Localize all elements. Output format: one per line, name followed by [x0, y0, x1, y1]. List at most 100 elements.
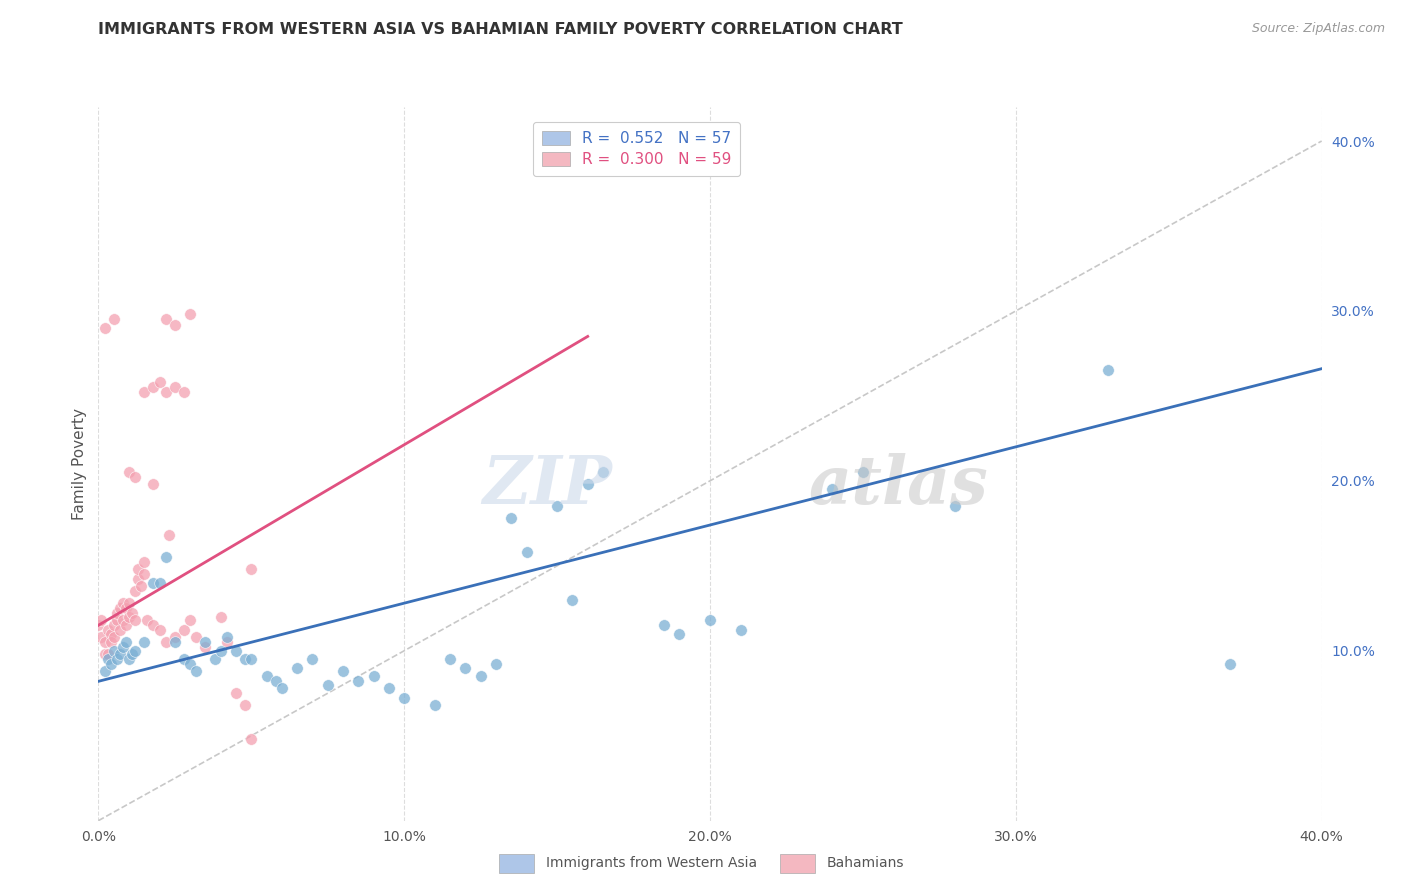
Point [103, 312, 125, 326]
Text: Source: ZipAtlas.com: Source: ZipAtlas.com [1251, 22, 1385, 36]
Text: Immigrants from Western Asia: Immigrants from Western Asia [546, 856, 756, 871]
Point [546, 500, 568, 514]
Point [111, 596, 134, 610]
Point [516, 545, 538, 559]
Point [149, 376, 172, 390]
Point [93, 647, 115, 661]
Point [142, 380, 165, 394]
Point [149, 624, 172, 638]
Point [121, 647, 143, 661]
Point [392, 691, 416, 706]
Point [501, 511, 523, 525]
Point [163, 635, 186, 649]
Point [1097, 363, 1119, 377]
Point [100, 635, 122, 649]
Text: Bahamians: Bahamians [827, 856, 904, 871]
Point [233, 652, 256, 666]
Point [576, 477, 599, 491]
Point [136, 613, 159, 627]
Text: IMMIGRANTS FROM WESTERN ASIA VS BAHAMIAN FAMILY POVERTY CORRELATION CHART: IMMIGRANTS FROM WESTERN ASIA VS BAHAMIAN… [98, 22, 903, 37]
Point [264, 674, 287, 689]
Point [240, 652, 263, 666]
Point [105, 613, 128, 627]
Point [332, 664, 354, 678]
Point [142, 618, 165, 632]
Point [124, 470, 146, 484]
Point [652, 618, 675, 632]
Legend: R =  0.552   N = 57, R =  0.300   N = 59: R = 0.552 N = 57, R = 0.300 N = 59 [533, 122, 741, 177]
Point [454, 661, 477, 675]
Point [378, 681, 401, 695]
Point [127, 562, 149, 576]
Point [97, 652, 120, 666]
Point [194, 640, 217, 655]
Point [1219, 657, 1241, 672]
Point [215, 635, 238, 649]
Text: ZIP: ZIP [482, 453, 612, 517]
Point [209, 644, 232, 658]
Point [215, 630, 238, 644]
Point [423, 698, 446, 712]
Point [194, 635, 217, 649]
Point [105, 607, 128, 621]
Point [225, 644, 247, 658]
Point [115, 635, 138, 649]
Point [93, 635, 115, 649]
Point [129, 579, 152, 593]
Point [93, 321, 115, 335]
Point [699, 613, 721, 627]
Point [157, 528, 180, 542]
Point [821, 483, 844, 497]
Point [134, 555, 156, 569]
Point [103, 630, 125, 644]
Point [134, 635, 156, 649]
Point [121, 607, 143, 621]
Point [179, 613, 201, 627]
Point [209, 609, 232, 624]
Point [111, 640, 134, 655]
Point [97, 624, 120, 638]
Point [186, 630, 208, 644]
Point [173, 652, 195, 666]
Point [100, 626, 122, 640]
Point [173, 624, 195, 638]
Point [173, 385, 195, 400]
Point [485, 657, 508, 672]
Point [186, 664, 208, 678]
Point [347, 674, 370, 689]
Point [233, 698, 256, 712]
Point [270, 681, 292, 695]
Point [240, 562, 263, 576]
Point [118, 652, 141, 666]
Point [103, 644, 125, 658]
Point [134, 385, 156, 400]
Point [155, 312, 177, 326]
Point [852, 466, 875, 480]
Point [127, 573, 149, 587]
Point [204, 652, 226, 666]
Point [730, 624, 752, 638]
Point [90, 613, 112, 627]
Point [592, 466, 614, 480]
Point [155, 550, 177, 565]
Point [134, 567, 156, 582]
Point [943, 500, 966, 514]
Point [142, 575, 165, 590]
Point [118, 596, 141, 610]
Point [155, 635, 177, 649]
Point [561, 592, 583, 607]
Point [100, 657, 122, 672]
Point [90, 630, 112, 644]
Point [363, 669, 385, 683]
Point [163, 380, 186, 394]
Point [124, 584, 146, 599]
Point [179, 307, 201, 321]
Point [115, 618, 138, 632]
Point [155, 385, 177, 400]
Point [111, 613, 134, 627]
Point [124, 644, 146, 658]
Point [225, 686, 247, 700]
Point [668, 626, 690, 640]
Text: atlas: atlas [808, 453, 987, 517]
Point [118, 466, 141, 480]
